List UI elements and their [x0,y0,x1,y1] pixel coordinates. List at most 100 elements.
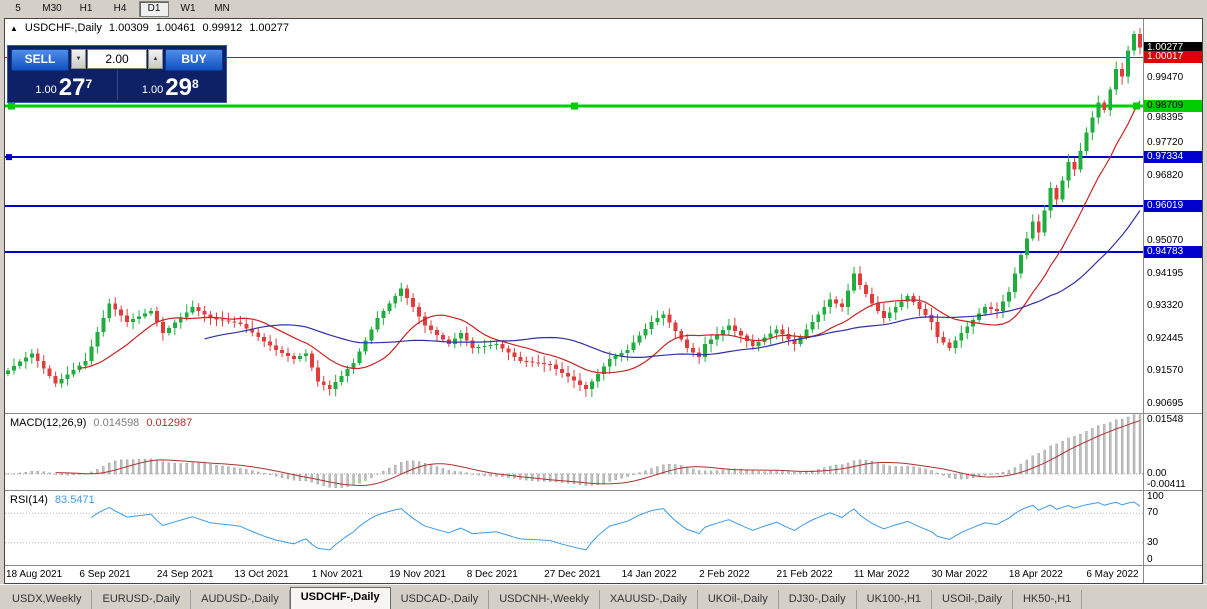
rsi-axis-label: 100 [1147,491,1164,502]
sell-price-big-digits: 27 [58,74,86,101]
hline-handle[interactable] [8,102,15,110]
volume-decrease-button[interactable]: ▼ [71,49,86,69]
chart-window[interactable]: ▲ USDCHF-,Daily 1.00309 1.00461 0.99912 … [4,18,1203,584]
window-marker-icon: ▲ [10,23,18,33]
price-axis-tick: 0.93320 [1147,300,1184,312]
chart-tab-audusd[interactable]: AUDUSD-,Daily [191,590,290,609]
time-axis-label: 14 Jan 2022 [621,569,677,580]
macd-canvas[interactable] [5,414,1143,490]
price-chart-canvas[interactable] [5,19,1143,413]
time-axis-label: 30 Mar 2022 [931,569,988,580]
pane-splitter[interactable] [5,490,1202,491]
time-axis-label: 13 Oct 2021 [234,569,289,580]
price-axis-tick: 0.99470 [1147,71,1184,83]
macd-main-value: 0.014598 [93,417,140,429]
timeframe-button-h4[interactable]: H4 [113,3,127,14]
timeframe-button-m30[interactable]: M30 [42,3,62,14]
timeframe-toolbar[interactable]: 5 M30 H1 H4 D1 W1 MN [0,0,1207,18]
axis-divider [1143,19,1144,583]
time-axis-label: 6 May 2022 [1086,569,1139,580]
sell-button[interactable]: SELL [11,49,69,71]
macd-signal-value: 0.012987 [146,417,193,429]
pane-splitter [5,565,1202,566]
macd-indicator-label: MACD(12,26,9) 0.014598 0.012987 [10,417,192,429]
hline-price-tag: 0.98709 [1144,100,1202,112]
price-axis-tick: 0.94195 [1147,267,1184,279]
time-axis-label: 2 Feb 2022 [699,569,750,580]
rsi-axis-label: 70 [1147,507,1159,519]
chart-tabs-bar[interactable]: USDX,Weekly EURUSD-,Daily AUDUSD-,Daily USD… [0,584,1207,609]
chart-tab-uk100[interactable]: UK100-,H1 [857,590,933,609]
buy-button[interactable]: BUY [165,49,223,71]
hline-price-tag: 0.94783 [1144,245,1202,258]
sell-price[interactable]: 1.00 27 7 [11,70,117,100]
buy-price-big-digits: 29 [165,74,192,101]
price-axis-tick: 0.96820 [1147,170,1184,182]
time-axis[interactable]: 18 Aug 2021 6 Sep 2021 24 Sep 2021 13 Oct 2… [5,566,1202,583]
timeframe-button-w1[interactable]: W1 [180,3,196,14]
volume-stepper[interactable]: ▼ ▲ [71,49,163,69]
buy-price-prefix: 1.00 [141,84,164,96]
ohlc-low: 0.99912 [202,22,243,34]
chart-tab-eurusd[interactable]: EURUSD-,Daily [92,590,192,609]
buy-price[interactable]: 1.00 29 8 [116,70,224,101]
timeframe-button-5[interactable]: 5 [15,3,21,14]
chart-tab-usdx[interactable]: USDX,Weekly [2,590,93,609]
timeframe-button-mn[interactable]: MN [214,3,230,14]
price-axis-tick: 0.91570 [1147,365,1184,377]
price-axis-tick: 0.98395 [1147,111,1184,123]
macd-axis-label: 0.01548 [1147,414,1184,425]
chart-tab-hk50[interactable]: HK50-,H1 [1013,590,1083,609]
timeframe-button-h1[interactable]: H1 [79,3,93,14]
hline-handle[interactable] [6,154,12,161]
chart-tab-xauusd[interactable]: XAUUSD-,Daily [600,590,698,609]
chart-tab-dj30[interactable]: DJ30-,Daily [779,590,857,609]
volume-input[interactable] [87,49,147,69]
macd-name: MACD(12,26,9) [10,417,87,429]
rsi-name: RSI(14) [10,494,48,506]
time-axis-label: 24 Sep 2021 [156,569,214,580]
ohlc-open: 1.00309 [108,22,149,34]
price-axis-tick: 0.90695 [1147,397,1184,409]
hline-handle[interactable] [1133,102,1140,110]
rsi-value: 83.5471 [54,494,95,506]
ohlc-close: 1.00277 [249,22,289,34]
macd-axis-label: -0.00411 [1147,479,1186,490]
buy-price-pipette: 8 [191,77,199,91]
time-axis-label: 6 Sep 2021 [79,569,131,580]
time-axis-label: 8 Dec 2021 [466,569,518,580]
time-axis-label: 19 Nov 2021 [389,569,446,580]
rsi-indicator-label: RSI(14) 83.5471 [10,494,95,506]
price-axis[interactable]: 0.99470 0.98395 0.97720 0.96820 0.95070 0.941… [1144,19,1202,583]
sell-price-prefix: 1.00 [35,84,57,96]
timeframe-button-d1[interactable]: D1 [139,1,169,17]
time-axis-label: 1 Nov 2021 [311,569,363,580]
chart-tab-usdcad[interactable]: USDCAD-,Daily [391,590,490,609]
chart-tab-usoil[interactable]: USOil-,Daily [932,590,1013,609]
price-axis-tick: 0.97720 [1147,136,1184,148]
hline-price-tag: 1.00017 [1144,51,1202,64]
time-axis-label: 18 Apr 2022 [1008,569,1063,580]
chart-tab-ukoil[interactable]: UKOil-,Daily [698,590,779,609]
sell-price-pipette: 7 [85,77,93,91]
rsi-axis-label: 0 [1147,554,1153,565]
time-axis-label: 27 Dec 2021 [544,569,601,580]
hline-price-tag: 0.97334 [1144,151,1202,164]
macd-axis-label: 0.00 [1147,467,1167,479]
chart-tab-usdcnh[interactable]: USDCNH-,Weekly [489,590,600,609]
time-axis-label: 21 Feb 2022 [776,569,833,580]
time-axis-label: 18 Aug 2021 [6,569,63,580]
pane-splitter[interactable] [5,413,1202,414]
price-axis-tick: 0.92445 [1147,332,1184,344]
time-axis-label: 11 Mar 2022 [853,569,910,580]
one-click-trading-panel[interactable]: SELL ▼ ▲ BUY 1.00 27 7 1.00 29 8 [7,45,227,103]
price-axis-tick: 0.95070 [1147,235,1184,247]
volume-increase-button[interactable]: ▲ [148,49,163,69]
current-price-tag: 1.00277 [1144,41,1202,54]
symbol-title: USDCHF-,Daily [24,22,102,34]
chart-tab-usdchf[interactable]: USDCHF-,Daily [289,587,391,609]
hline-price-tag: 0.96019 [1144,200,1202,212]
hline-handle[interactable] [571,102,578,110]
symbol-ohlc-header: ▲ USDCHF-,Daily 1.00309 1.00461 0.99912 … [10,22,289,34]
rsi-canvas[interactable] [5,491,1143,565]
